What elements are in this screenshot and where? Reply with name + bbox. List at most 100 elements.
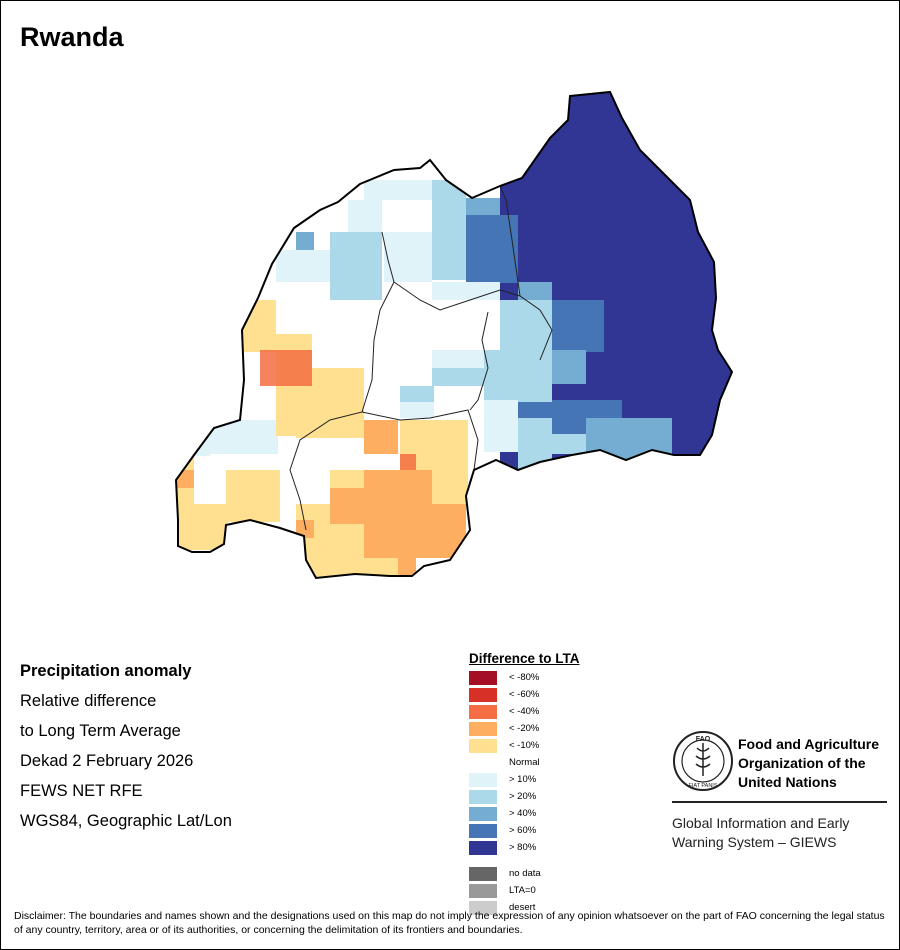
giews-name: Global Information and Early Warning Sys… xyxy=(672,814,887,852)
legend-label: < -20% xyxy=(509,723,540,734)
legend-label: < -10% xyxy=(509,740,540,751)
anomaly-cell xyxy=(484,400,518,452)
anomaly-cell xyxy=(364,420,398,454)
legend-label: > 80% xyxy=(509,842,537,853)
divider xyxy=(672,801,887,803)
legend-title: Difference to LTA xyxy=(469,651,580,666)
info-line: Relative difference xyxy=(20,692,157,710)
map-info: Precipitation anomaly Relative differenc… xyxy=(20,656,232,836)
anomaly-cell xyxy=(364,470,432,558)
legend-item: < -20% xyxy=(469,721,669,738)
anomaly-cell xyxy=(432,368,484,386)
legend-label: LTA=0 xyxy=(509,885,536,896)
anomaly-grid xyxy=(176,92,732,578)
anomaly-cell xyxy=(276,250,330,282)
svg-text:FAO: FAO xyxy=(696,736,711,743)
legend-label: > 20% xyxy=(509,791,537,802)
legend-item: > 10% xyxy=(469,772,669,789)
legend-swatch xyxy=(469,824,497,838)
anomaly-cell xyxy=(398,558,416,576)
legend-item: > 80% xyxy=(469,840,669,857)
legend-label: < -80% xyxy=(509,672,540,683)
anomaly-cell xyxy=(466,215,518,283)
giews-line: Global Information and Early xyxy=(672,815,850,831)
anomaly-cell xyxy=(586,418,672,470)
anomaly-cell xyxy=(518,418,552,470)
legend-swatch xyxy=(469,671,497,685)
anomaly-cell xyxy=(226,470,280,522)
anomaly-cell xyxy=(466,198,500,215)
legend-label: > 40% xyxy=(509,808,537,819)
anomaly-cell xyxy=(484,350,552,402)
disclaimer: Disclaimer: The boundaries and names sho… xyxy=(14,910,885,936)
anomaly-cell xyxy=(500,300,552,352)
legend: Difference to LTA < -80% < -60% < -40% <… xyxy=(469,651,669,917)
legend-label: desert xyxy=(509,902,536,913)
info-title: Precipitation anomaly xyxy=(20,662,192,680)
legend-swatch xyxy=(469,688,497,702)
legend-swatch xyxy=(469,807,497,821)
anomaly-cell xyxy=(432,180,466,280)
anomaly-cell xyxy=(348,200,382,232)
legend-label: > 10% xyxy=(509,774,537,785)
legend-item: LTA=0 xyxy=(469,883,669,900)
info-projection: WGS84, Geographic Lat/Lon xyxy=(20,812,232,830)
anomaly-cell xyxy=(432,350,484,368)
anomaly-cell xyxy=(296,420,364,438)
legend-swatch xyxy=(469,739,497,753)
legend-swatch xyxy=(469,705,497,719)
country-outline xyxy=(174,90,734,580)
svg-text:FIAT PANIS: FIAT PANIS xyxy=(688,783,717,789)
legend-swatch xyxy=(469,867,497,881)
legend-label: > 60% xyxy=(509,825,537,836)
fao-name: Food and Agriculture Organization of the… xyxy=(738,735,898,792)
info-source: FEWS NET RFE xyxy=(20,782,143,800)
anomaly-cell xyxy=(400,402,434,418)
fao-name-line: Food and Agriculture xyxy=(738,736,880,752)
info-period: Dekad 2 February 2026 xyxy=(20,752,194,770)
fao-logo-icon: FAO FIAT PANIS xyxy=(673,731,733,791)
map-title: Rwanda xyxy=(20,22,124,52)
anomaly-cell xyxy=(176,470,194,488)
anomaly-cell xyxy=(364,180,432,200)
legend-item: < -80% xyxy=(469,670,669,687)
legend-item: > 40% xyxy=(469,806,669,823)
giews-line: Warning System – GIEWS xyxy=(672,834,837,850)
anomaly-cell xyxy=(552,434,586,454)
legend-item: < -40% xyxy=(469,704,669,721)
legend-item: < -10% xyxy=(469,738,669,755)
info-line: to Long Term Average xyxy=(20,722,181,740)
anomaly-cell xyxy=(296,232,314,250)
anomaly-cell xyxy=(296,520,314,538)
legend-label: < -60% xyxy=(509,689,540,700)
legend-item: > 20% xyxy=(469,789,669,806)
province-boundaries xyxy=(289,185,553,531)
legend-swatch xyxy=(469,756,497,770)
anomaly-cell xyxy=(330,488,366,524)
fao-name-line: Organization of the xyxy=(738,755,866,771)
legend-label: Normal xyxy=(509,757,540,768)
anomaly-cell xyxy=(242,300,276,352)
anomaly-cell xyxy=(552,350,586,384)
anomaly-cell xyxy=(432,282,500,300)
legend-label: no data xyxy=(509,868,541,879)
legend-item: desert xyxy=(469,900,669,917)
legend-item: no data xyxy=(469,866,669,883)
anomaly-cell xyxy=(400,454,416,470)
legend-swatch xyxy=(469,884,497,898)
anomaly-cell xyxy=(432,504,466,558)
anomaly-cell xyxy=(400,386,434,404)
legend-item: < -60% xyxy=(469,687,669,704)
legend-swatch xyxy=(469,722,497,736)
anomaly-cell xyxy=(384,232,432,282)
legend-swatch xyxy=(469,901,497,915)
legend-swatch xyxy=(469,841,497,855)
anomaly-cell xyxy=(330,232,382,300)
legend-swatch xyxy=(469,790,497,804)
anomaly-cell xyxy=(552,300,604,352)
legend-item: Normal xyxy=(469,755,669,772)
anomaly-cell xyxy=(192,504,228,550)
fao-name-line: United Nations xyxy=(738,774,837,790)
anomaly-cell xyxy=(518,282,552,300)
